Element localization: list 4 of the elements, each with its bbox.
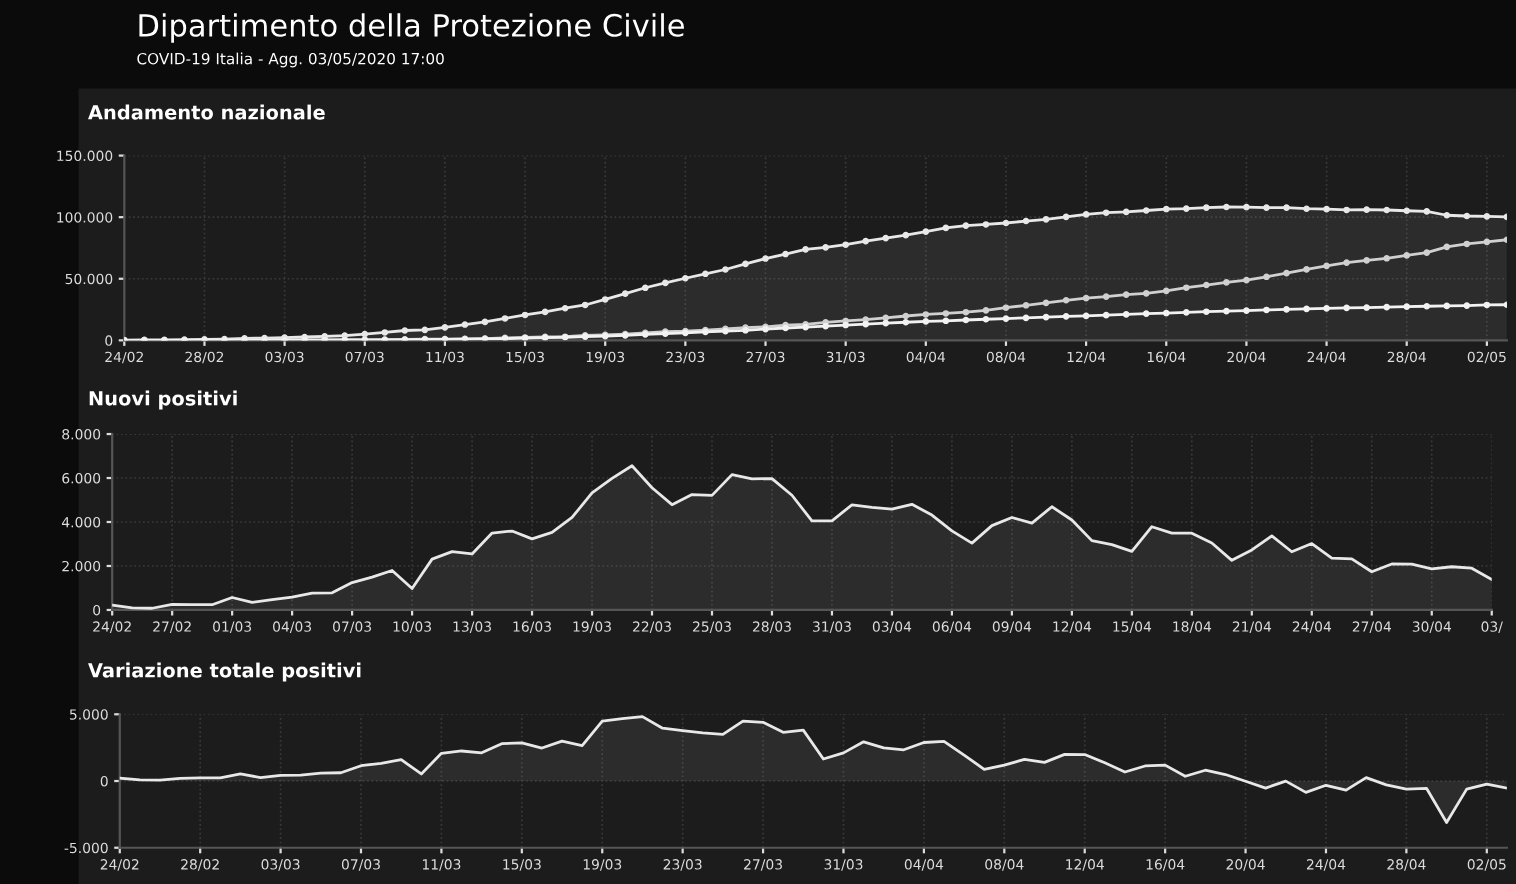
chart-title: Variazione totale positivi: [88, 662, 361, 682]
chart-title: Andamento nazionale: [88, 104, 325, 120]
text: Dipartimento della Protezione Civile: [139, 13, 684, 43]
chart-title: Nuovi positivi: [89, 390, 237, 410]
